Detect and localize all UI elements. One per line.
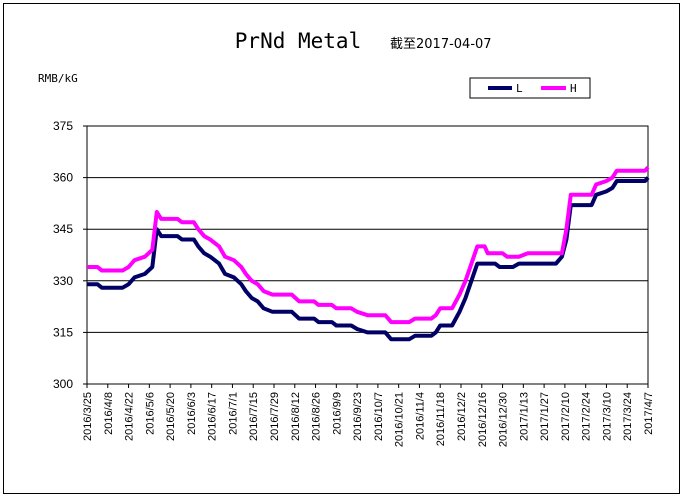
y-tick-label: 345 [53,222,73,236]
y-axis-unit-label: RMB/kG [38,72,78,85]
chart-title: PrNd Metal [235,29,361,53]
x-tick-label: 2017/2/24 [581,392,593,441]
x-tick-label: 2016/7/29 [269,392,281,441]
x-tick-label: 2016/4/22 [124,392,136,441]
y-tick-label: 330 [53,274,73,288]
x-tick-label: 2016/6/17 [207,392,219,441]
y-tick-label: 375 [53,119,73,133]
x-tick-label: 2016/4/8 [103,392,115,435]
x-tick-label: 2016/12/30 [498,392,510,447]
x-tick-label: 2017/3/10 [601,392,613,441]
x-tick-label: 2017/2/10 [560,392,572,441]
x-tick-label: 2016/11/4 [414,392,426,440]
legend-label-l: L [516,82,523,95]
series-line-h [87,165,650,325]
x-tick-label: 2016/11/18 [435,392,447,446]
x-tick-label: 2017/4/7 [643,392,655,435]
y-tick-label: 315 [53,325,73,339]
y-tick-label: 300 [53,377,73,391]
x-tick-label: 2016/8/12 [290,392,302,441]
x-tick-label: 2017/1/13 [518,392,530,441]
x-tick-label: 2016/10/21 [394,392,406,447]
legend-label-h: H [570,82,577,95]
y-tick-label: 360 [53,171,73,185]
x-tick-label: 2016/6/3 [186,392,198,435]
chart-subtitle: 截至2017-04-07 [390,37,492,52]
x-tick-label: 2016/7/15 [248,392,260,441]
x-tick-label: 2016/12/2 [456,392,468,441]
series-line-l [87,176,650,342]
x-tick-label: 2016/5/20 [165,392,177,441]
x-tick-label: 2017/1/27 [539,392,551,441]
legend: L H [469,77,591,99]
x-tick-label: 2016/5/6 [144,392,156,435]
x-tick-label: 2016/9/9 [331,392,343,435]
legend-box [469,77,591,99]
x-tick-label: 2016/8/26 [311,392,323,441]
x-tick-label: 2016/7/1 [227,392,239,435]
x-tick-label: 2016/12/16 [477,392,489,447]
x-tick-label: 2016/9/23 [352,392,364,441]
x-tick-label: 2016/10/7 [373,392,385,441]
x-tick-label: 2016/3/25 [82,392,94,441]
plot-area: 300 315 330 345 360 375 2016/3/25 2016/4/8 2016/… [53,119,655,447]
x-tick-label: 2017/3/24 [622,392,634,441]
